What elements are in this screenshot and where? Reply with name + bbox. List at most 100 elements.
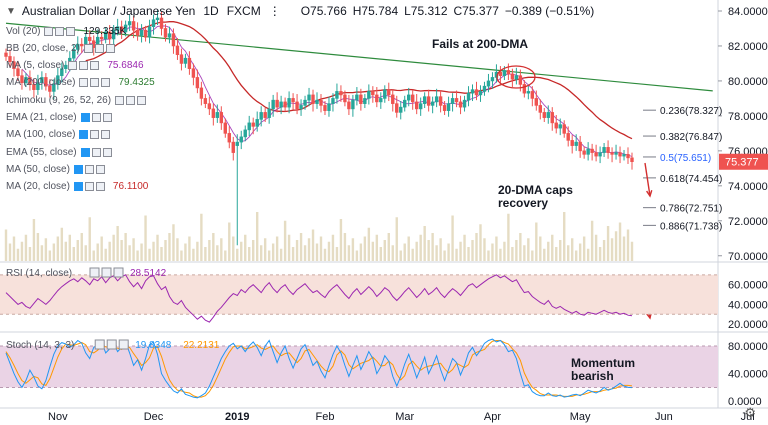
settings-icon[interactable] [90, 78, 100, 88]
close-icon[interactable] [102, 113, 112, 122]
indicator-controls[interactable] [115, 95, 148, 105]
candle-body [227, 133, 231, 143]
close-icon[interactable] [102, 147, 112, 157]
indicator-controls[interactable] [79, 78, 112, 88]
interval[interactable]: 1D [203, 4, 219, 18]
indicator-controls[interactable] [68, 61, 101, 71]
settings-icon[interactable] [79, 61, 89, 71]
volume-bar [188, 236, 191, 261]
candle-series [4, 10, 634, 246]
settings-icon[interactable] [84, 164, 94, 174]
volume-bar [168, 233, 171, 261]
settings-icon[interactable] [90, 130, 100, 140]
volume-bar [415, 241, 418, 261]
candle-body [147, 26, 152, 38]
indicator-controls[interactable] [44, 26, 77, 36]
indicator-row[interactable]: BB (20, close, 2) [6, 41, 117, 55]
chevron-down-icon[interactable]: ▼ [6, 5, 16, 17]
candle-body [339, 91, 343, 96]
candle-body [530, 91, 535, 99]
volume-bar [112, 234, 115, 261]
eye-icon[interactable] [79, 78, 89, 88]
ma5-line [21, 25, 633, 157]
candle-body [323, 105, 327, 111]
settings-icon[interactable] [84, 182, 94, 192]
indicator-label: BB (20, close, 2) [6, 42, 80, 54]
eye-icon[interactable] [115, 95, 125, 105]
indicator-row[interactable]: Ichimoku (9, 26, 52, 26) [6, 93, 148, 107]
volume-bar [451, 215, 454, 261]
indicator-controls[interactable] [73, 182, 107, 192]
settings-icon[interactable] [91, 147, 101, 157]
eye-icon[interactable] [68, 61, 78, 71]
gear-icon[interactable]: ⚙ [744, 405, 756, 420]
time-axis-label: Feb [315, 411, 334, 423]
volume-bar [228, 222, 231, 261]
close-icon[interactable] [66, 26, 76, 36]
indicator-row[interactable]: MA (50, close) [6, 162, 107, 176]
last-price-label: 75.377 [725, 157, 759, 169]
candle-body [107, 31, 112, 40]
close-icon[interactable] [137, 95, 147, 105]
volume-bar [287, 234, 291, 261]
indicator-controls[interactable] [73, 164, 107, 174]
volume-bar [319, 236, 323, 261]
close-icon[interactable] [95, 182, 105, 192]
eye-icon[interactable] [80, 113, 90, 122]
settings-icon[interactable] [126, 95, 136, 105]
candle-body [526, 91, 531, 94]
eye-icon[interactable] [83, 43, 93, 53]
stoch-tick-label: 0.0000 [728, 396, 762, 408]
fib-level-label: 0.236(78.327) [660, 106, 722, 117]
volume-bar [407, 236, 410, 261]
volume-bar [383, 240, 386, 261]
indicator-controls[interactable] [80, 113, 114, 122]
annotation-momentum-line2: bearish [571, 369, 614, 383]
volume-bar [590, 220, 594, 261]
close-icon[interactable] [101, 130, 111, 140]
close-icon[interactable] [95, 164, 105, 174]
ohlc-open: O75.766 [300, 4, 347, 18]
indicator-row[interactable]: MA (100, close) [6, 128, 112, 142]
indicator-row[interactable]: Vol (20) 129.335K [6, 24, 126, 38]
volume-bar [92, 250, 95, 261]
price-tick-label: 78.0000 [728, 111, 768, 123]
indicator-controls[interactable] [79, 130, 112, 140]
menu-dots-icon[interactable]: ⋮ [268, 4, 281, 18]
volume-bar [582, 236, 586, 261]
candle-body [598, 152, 602, 157]
volume-bar [136, 250, 139, 261]
candle-body [40, 77, 44, 83]
settings-icon[interactable] [91, 113, 101, 122]
settings-icon[interactable] [55, 26, 65, 36]
symbol-header[interactable]: ▼ Australian Dollar / Japanese Yen 1D FX… [6, 2, 594, 20]
candle-body [99, 36, 104, 40]
candle-body [498, 71, 503, 76]
eye-icon[interactable] [73, 164, 83, 174]
eye-icon[interactable] [44, 26, 54, 36]
volume-bar [543, 248, 546, 261]
annotation-20dma-caps: 20-DMA caps recovery [498, 184, 573, 210]
settings-icon[interactable] [94, 43, 104, 53]
indicator-controls[interactable] [80, 147, 114, 157]
eye-icon[interactable] [73, 182, 83, 192]
candle-body [271, 99, 275, 110]
close-icon[interactable] [101, 78, 111, 88]
indicator-row[interactable]: EMA (55, close) [6, 145, 114, 159]
eye-icon[interactable] [80, 147, 90, 157]
indicator-row[interactable]: MA (5, close) 75.6846 [6, 59, 144, 73]
close-icon[interactable] [90, 61, 100, 71]
indicator-row[interactable]: MA (200, close) 79.4325 [6, 76, 155, 90]
indicator-row[interactable]: EMA (21, close) [6, 111, 114, 125]
close-icon[interactable] [105, 43, 115, 53]
legend-button [101, 267, 112, 278]
indicator-row[interactable]: MA (20, close) 76.1100 [6, 180, 148, 194]
symbol-name[interactable]: Australian Dollar / Japanese Yen [21, 4, 196, 18]
indicator-controls[interactable] [83, 43, 117, 53]
volume-bar [104, 248, 107, 261]
volume-bar [347, 245, 351, 261]
eye-icon[interactable] [79, 130, 89, 140]
volume-bar [427, 240, 430, 261]
volume-bar [32, 219, 36, 261]
